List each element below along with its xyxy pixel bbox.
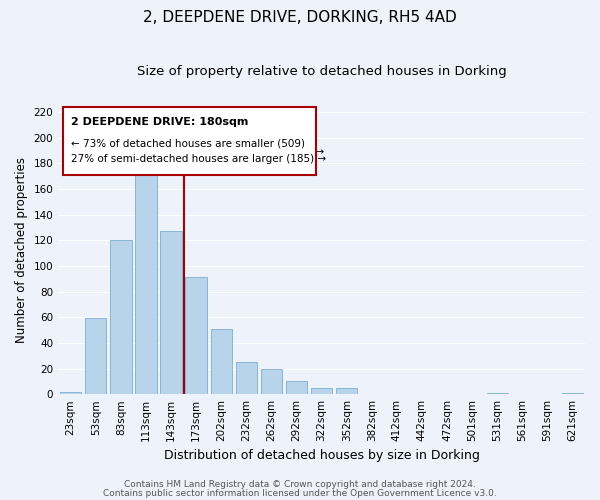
Text: 2 DEEPDENE DRIVE: 180sqm: 2 DEEPDENE DRIVE: 180sqm: [69, 112, 246, 122]
Text: 2, DEEPDENE DRIVE, DORKING, RH5 4AD: 2, DEEPDENE DRIVE, DORKING, RH5 4AD: [143, 10, 457, 25]
Bar: [60, 392, 82, 394]
Bar: [311, 388, 332, 394]
Bar: [160, 232, 182, 394]
Y-axis label: Number of detached properties: Number of detached properties: [15, 157, 28, 343]
Bar: [110, 240, 131, 394]
Text: Contains HM Land Registry data © Crown copyright and database right 2024.: Contains HM Land Registry data © Crown c…: [124, 480, 476, 489]
Bar: [487, 393, 508, 394]
X-axis label: Distribution of detached houses by size in Dorking: Distribution of detached houses by size …: [164, 450, 479, 462]
Bar: [211, 329, 232, 394]
Bar: [286, 382, 307, 394]
Text: ← 73% of detached houses are smaller (509)
27% of semi-detached houses are large: ← 73% of detached houses are smaller (50…: [71, 138, 326, 164]
Title: Size of property relative to detached houses in Dorking: Size of property relative to detached ho…: [137, 65, 506, 78]
Text: ← 73% of detached houses are smaller (509)
27% of semi-detached houses are large: ← 73% of detached houses are smaller (50…: [69, 136, 324, 158]
Bar: [236, 362, 257, 394]
Text: Contains public sector information licensed under the Open Government Licence v3: Contains public sector information licen…: [103, 488, 497, 498]
Bar: [562, 393, 583, 394]
Bar: [85, 318, 106, 394]
Bar: [136, 164, 157, 394]
FancyBboxPatch shape: [64, 107, 316, 175]
Bar: [336, 388, 358, 394]
Bar: [261, 368, 282, 394]
Text: 2 DEEPDENE DRIVE: 180sqm: 2 DEEPDENE DRIVE: 180sqm: [71, 117, 249, 127]
Bar: [185, 278, 207, 394]
